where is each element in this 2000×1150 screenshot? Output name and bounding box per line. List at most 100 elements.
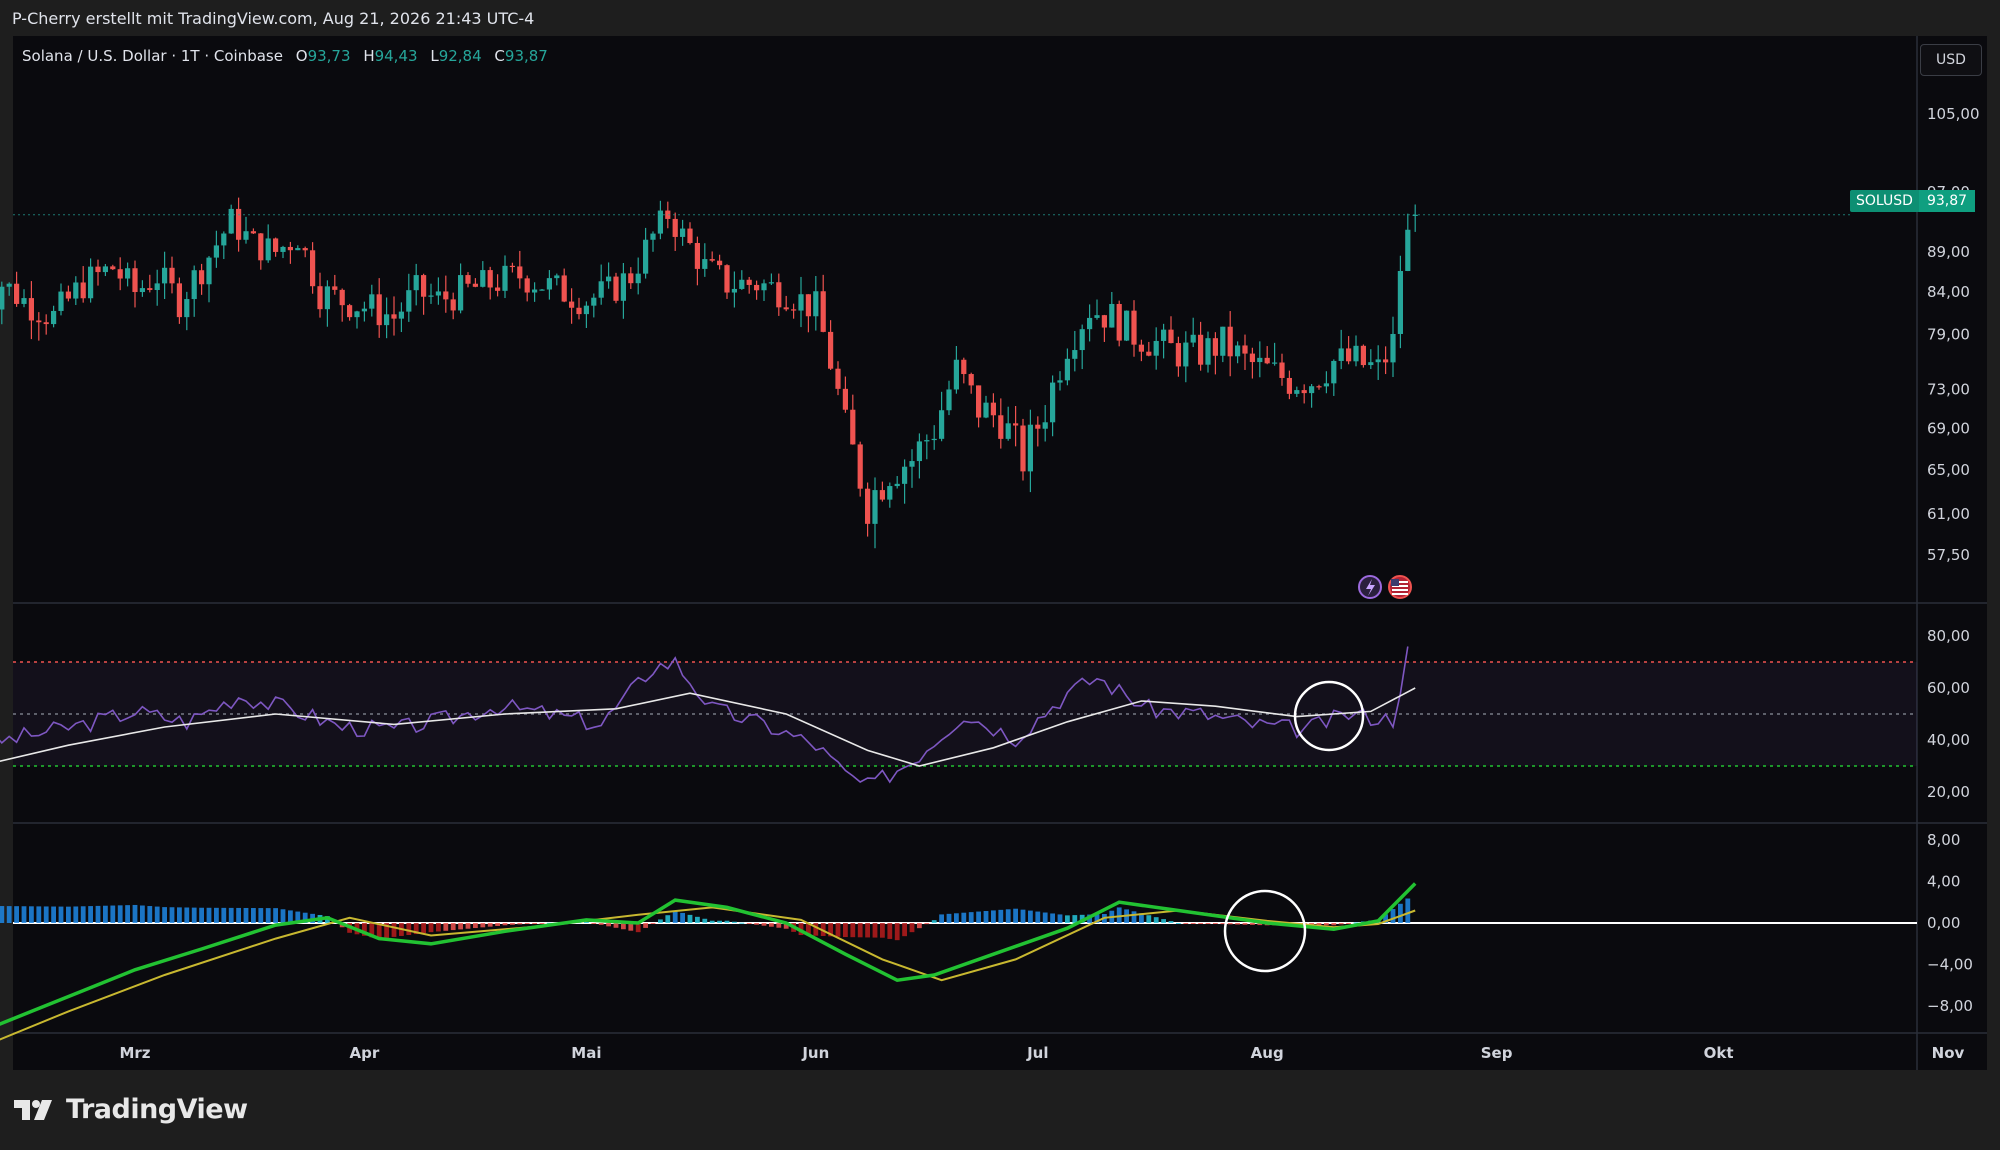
macd-histogram-bar xyxy=(1235,923,1240,925)
candle-body xyxy=(88,266,94,299)
macd-histogram-bar xyxy=(95,905,101,923)
candle-body xyxy=(58,291,64,311)
candle-body xyxy=(865,488,871,524)
candle-body xyxy=(1227,326,1233,357)
macd-histogram-bar xyxy=(613,923,619,928)
macd-histogram-bar xyxy=(251,908,256,923)
macd-histogram-bar xyxy=(1346,923,1351,924)
candle-body xyxy=(783,307,789,310)
candle-body xyxy=(680,228,686,237)
macd-histogram-bar xyxy=(739,922,745,924)
chart-frame[interactable] xyxy=(13,36,1987,1070)
candle-body xyxy=(532,289,538,293)
price-tick-label: 89,00 xyxy=(1927,243,1970,261)
candle-body xyxy=(1242,345,1248,354)
macd-histogram-bar xyxy=(458,923,463,930)
macd-histogram-bar xyxy=(902,923,907,937)
candle-body xyxy=(998,415,1004,439)
macd-histogram-bar xyxy=(280,909,286,923)
candle-body xyxy=(250,231,256,234)
macd-histogram-bar xyxy=(517,923,523,925)
symbol-legend: Solana / U.S. Dollar · 1T · Coinbase O93… xyxy=(22,47,548,65)
macd-histogram-bar xyxy=(1139,913,1144,923)
candle-body xyxy=(709,259,715,261)
candle-body xyxy=(487,270,493,288)
macd-histogram-bar xyxy=(228,907,234,923)
candle-body xyxy=(591,297,597,306)
price-tick-label: 57,50 xyxy=(1927,546,1970,564)
candle-body xyxy=(554,275,560,279)
candle-body xyxy=(376,294,382,326)
candle-body xyxy=(1079,329,1085,351)
macd-histogram-bar xyxy=(132,904,138,923)
candle-body xyxy=(583,305,589,315)
candle-body xyxy=(1301,390,1307,394)
macd-histogram-bar xyxy=(221,907,227,923)
macd-histogram-bar xyxy=(813,923,819,936)
candle-body xyxy=(850,409,856,445)
candle-body xyxy=(435,291,441,296)
candle-body xyxy=(421,275,427,297)
candle-body xyxy=(976,385,982,418)
currency-button[interactable]: USD xyxy=(1920,44,1982,76)
macd-histogram-bar xyxy=(769,923,774,927)
candle-body xyxy=(51,310,57,325)
candle-body xyxy=(1138,344,1144,352)
candle-body xyxy=(472,283,478,287)
candle-body xyxy=(1405,229,1411,272)
macd-histogram-bar xyxy=(1020,909,1026,923)
candle-body xyxy=(1412,214,1418,216)
macd-histogram-bar xyxy=(406,923,412,936)
macd-histogram-bar xyxy=(154,906,160,923)
candle-body xyxy=(791,309,797,311)
candles-group xyxy=(0,197,1418,549)
us-flag-canton xyxy=(1391,579,1399,586)
candle-body xyxy=(1072,350,1078,359)
macd-histogram-bar xyxy=(1331,923,1337,926)
macd-histogram-bar xyxy=(103,905,108,923)
symbol-title[interactable]: Solana / U.S. Dollar · 1T · Coinbase xyxy=(22,47,283,65)
macd-histogram-bar xyxy=(1213,923,1218,924)
candle-body xyxy=(1131,310,1137,345)
candle-body xyxy=(199,270,205,285)
macd-histogram-bar xyxy=(147,906,153,923)
macd-histogram-bar xyxy=(658,919,663,923)
candle-body xyxy=(1035,424,1041,429)
macd-histogram-bar xyxy=(14,906,19,923)
price-tick-label: 79,00 xyxy=(1927,325,1970,343)
candle-body xyxy=(953,359,959,390)
candle-body xyxy=(1161,329,1167,341)
candle-body xyxy=(132,268,138,293)
candle-body xyxy=(495,287,501,291)
tradingview-logo[interactable]: TradingView xyxy=(14,1094,248,1125)
candle-body xyxy=(672,218,678,237)
macd-histogram-bar xyxy=(265,908,271,923)
candle-body xyxy=(739,279,745,289)
macd-histogram-bar xyxy=(1227,923,1233,925)
macd-histogram-bar xyxy=(976,911,981,923)
candle-body xyxy=(398,311,404,319)
candle-body xyxy=(746,279,752,285)
macd-histogram-bar xyxy=(1146,915,1152,923)
macd-histogram-bar xyxy=(140,905,145,923)
macd-histogram-bar xyxy=(1316,923,1322,926)
macd-histogram-bar xyxy=(843,923,848,938)
price-tick-label: 65,00 xyxy=(1927,461,1970,479)
macd-histogram-bar xyxy=(384,923,389,938)
macd-histogram-bar xyxy=(931,920,937,923)
candle-body xyxy=(887,486,893,500)
macd-histogram-bar xyxy=(968,912,974,923)
candle-body xyxy=(139,288,145,293)
macd-histogram-bar xyxy=(428,923,434,933)
candle-body xyxy=(1027,424,1033,472)
candle-body xyxy=(857,444,863,489)
candle-body xyxy=(0,286,5,310)
candle-body xyxy=(354,311,360,318)
candle-body xyxy=(1323,383,1329,387)
candle-body xyxy=(606,276,612,282)
time-tick-label: Mai xyxy=(571,1044,601,1062)
macd-tick-label: 4,00 xyxy=(1927,872,1960,890)
macd-histogram-bar xyxy=(628,923,634,931)
macd-histogram-bar xyxy=(1035,911,1041,923)
